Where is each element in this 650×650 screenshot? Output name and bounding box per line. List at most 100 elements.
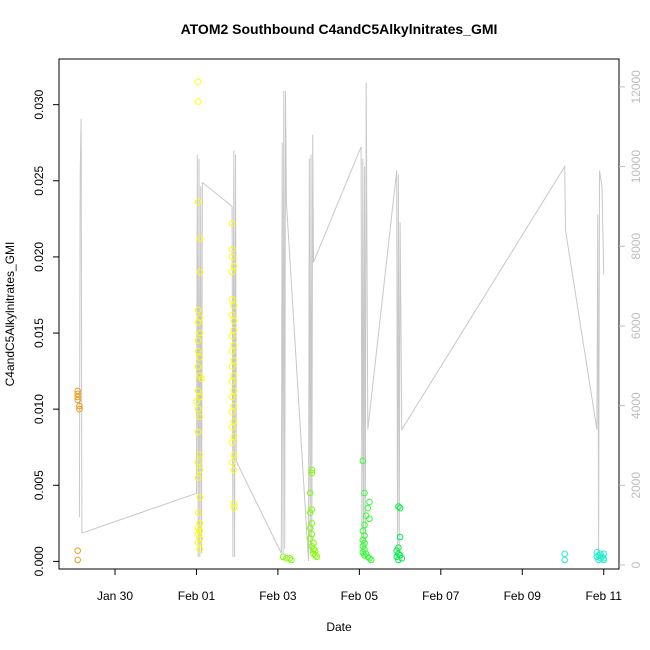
y2-tick-label: 4000 bbox=[629, 392, 643, 419]
data-point bbox=[194, 306, 202, 314]
data-point bbox=[395, 556, 402, 564]
data-point bbox=[366, 555, 373, 562]
data-point bbox=[228, 348, 236, 355]
x-axis: Jan 30 Feb 01 Feb 03 Feb 05 Feb 07 Feb 09 Feb … bbox=[97, 569, 622, 603]
data-point bbox=[196, 393, 204, 401]
data-point bbox=[194, 530, 202, 538]
data-point bbox=[308, 530, 316, 538]
data-point bbox=[230, 418, 238, 425]
x-tick-label: Feb 09 bbox=[504, 589, 542, 603]
x-tick-label: Jan 30 bbox=[97, 589, 133, 603]
data-point bbox=[230, 341, 238, 349]
data-point bbox=[196, 329, 204, 337]
data-point bbox=[228, 332, 236, 340]
y2-tick-label: 0 bbox=[629, 561, 643, 568]
data-point bbox=[228, 408, 236, 416]
data-point bbox=[561, 550, 569, 558]
data-point bbox=[194, 98, 202, 105]
plot-frame bbox=[58, 58, 620, 570]
data-point bbox=[228, 393, 236, 401]
data-point bbox=[367, 556, 375, 564]
data-point bbox=[196, 535, 204, 542]
data-point bbox=[359, 457, 367, 465]
data-point bbox=[196, 268, 204, 276]
data-point bbox=[194, 78, 202, 86]
data-point bbox=[194, 539, 202, 547]
data-point bbox=[196, 451, 204, 459]
data-point bbox=[198, 375, 205, 383]
data-point bbox=[228, 439, 236, 446]
data-point bbox=[228, 253, 236, 261]
data-point bbox=[196, 494, 204, 501]
data-point bbox=[230, 326, 238, 334]
data-point bbox=[194, 405, 202, 413]
data-point bbox=[196, 520, 204, 527]
data-point bbox=[361, 489, 368, 497]
x-tick-label: Feb 01 bbox=[178, 589, 216, 603]
data-point bbox=[310, 545, 317, 553]
y-axis-label: C4andC5Alkylnitrates_GMI bbox=[3, 242, 17, 387]
data-point bbox=[306, 535, 314, 542]
y2-tick-label: 12000 bbox=[629, 70, 643, 104]
data-point bbox=[228, 378, 236, 386]
y-tick-label: 0.025 bbox=[32, 165, 46, 195]
data-point bbox=[398, 555, 406, 562]
data-point bbox=[230, 466, 238, 474]
data-point bbox=[308, 520, 316, 527]
data-point bbox=[194, 337, 202, 344]
x-tick-label: Feb 07 bbox=[422, 589, 460, 603]
data-point bbox=[597, 555, 604, 562]
data-point bbox=[74, 547, 81, 555]
data-point bbox=[228, 424, 236, 431]
data-point bbox=[230, 372, 238, 380]
data-point bbox=[364, 504, 372, 512]
data-point bbox=[196, 354, 204, 361]
data-point bbox=[196, 466, 204, 474]
data-point bbox=[362, 512, 370, 520]
data-point bbox=[361, 521, 368, 529]
data-point bbox=[228, 296, 236, 303]
data-point bbox=[230, 433, 238, 440]
data-point bbox=[366, 515, 373, 523]
data-point bbox=[286, 555, 294, 562]
data-point bbox=[194, 387, 202, 395]
y2-tick-label: 2000 bbox=[629, 472, 643, 499]
data-point bbox=[230, 317, 238, 325]
x-tick-label: Feb 05 bbox=[341, 589, 379, 603]
data-point bbox=[230, 504, 238, 512]
y-tick-label: 0.010 bbox=[32, 394, 46, 424]
data-point bbox=[196, 527, 204, 535]
data-point bbox=[600, 556, 608, 564]
data-point bbox=[228, 459, 236, 466]
x-axis-label: Date bbox=[326, 620, 352, 634]
y2-tick-label: 10000 bbox=[629, 150, 643, 184]
data-point bbox=[308, 506, 316, 513]
data-point bbox=[196, 545, 204, 553]
data-point bbox=[228, 220, 236, 227]
data-point bbox=[230, 387, 238, 395]
data-point bbox=[279, 553, 287, 561]
data-point bbox=[194, 363, 202, 370]
data-point bbox=[306, 509, 314, 517]
data-point bbox=[76, 405, 83, 413]
data-point bbox=[288, 556, 295, 564]
data-point bbox=[311, 552, 319, 559]
altitude-trace bbox=[78, 82, 605, 562]
data-point bbox=[230, 262, 238, 270]
data-point bbox=[194, 348, 202, 355]
x-tick-label: Feb 11 bbox=[585, 589, 622, 603]
data-points bbox=[74, 78, 608, 564]
data-point bbox=[74, 556, 81, 564]
data-point bbox=[396, 533, 404, 541]
data-point bbox=[194, 428, 202, 436]
data-point bbox=[396, 504, 404, 512]
data-point bbox=[308, 466, 316, 474]
data-point bbox=[230, 500, 238, 507]
y-tick-label: 0.030 bbox=[32, 89, 46, 119]
y2-tick-label: 8000 bbox=[629, 233, 643, 260]
data-point bbox=[196, 413, 204, 421]
data-point bbox=[196, 314, 204, 322]
data-point bbox=[306, 524, 314, 532]
y2-tick-label: 6000 bbox=[629, 312, 643, 339]
